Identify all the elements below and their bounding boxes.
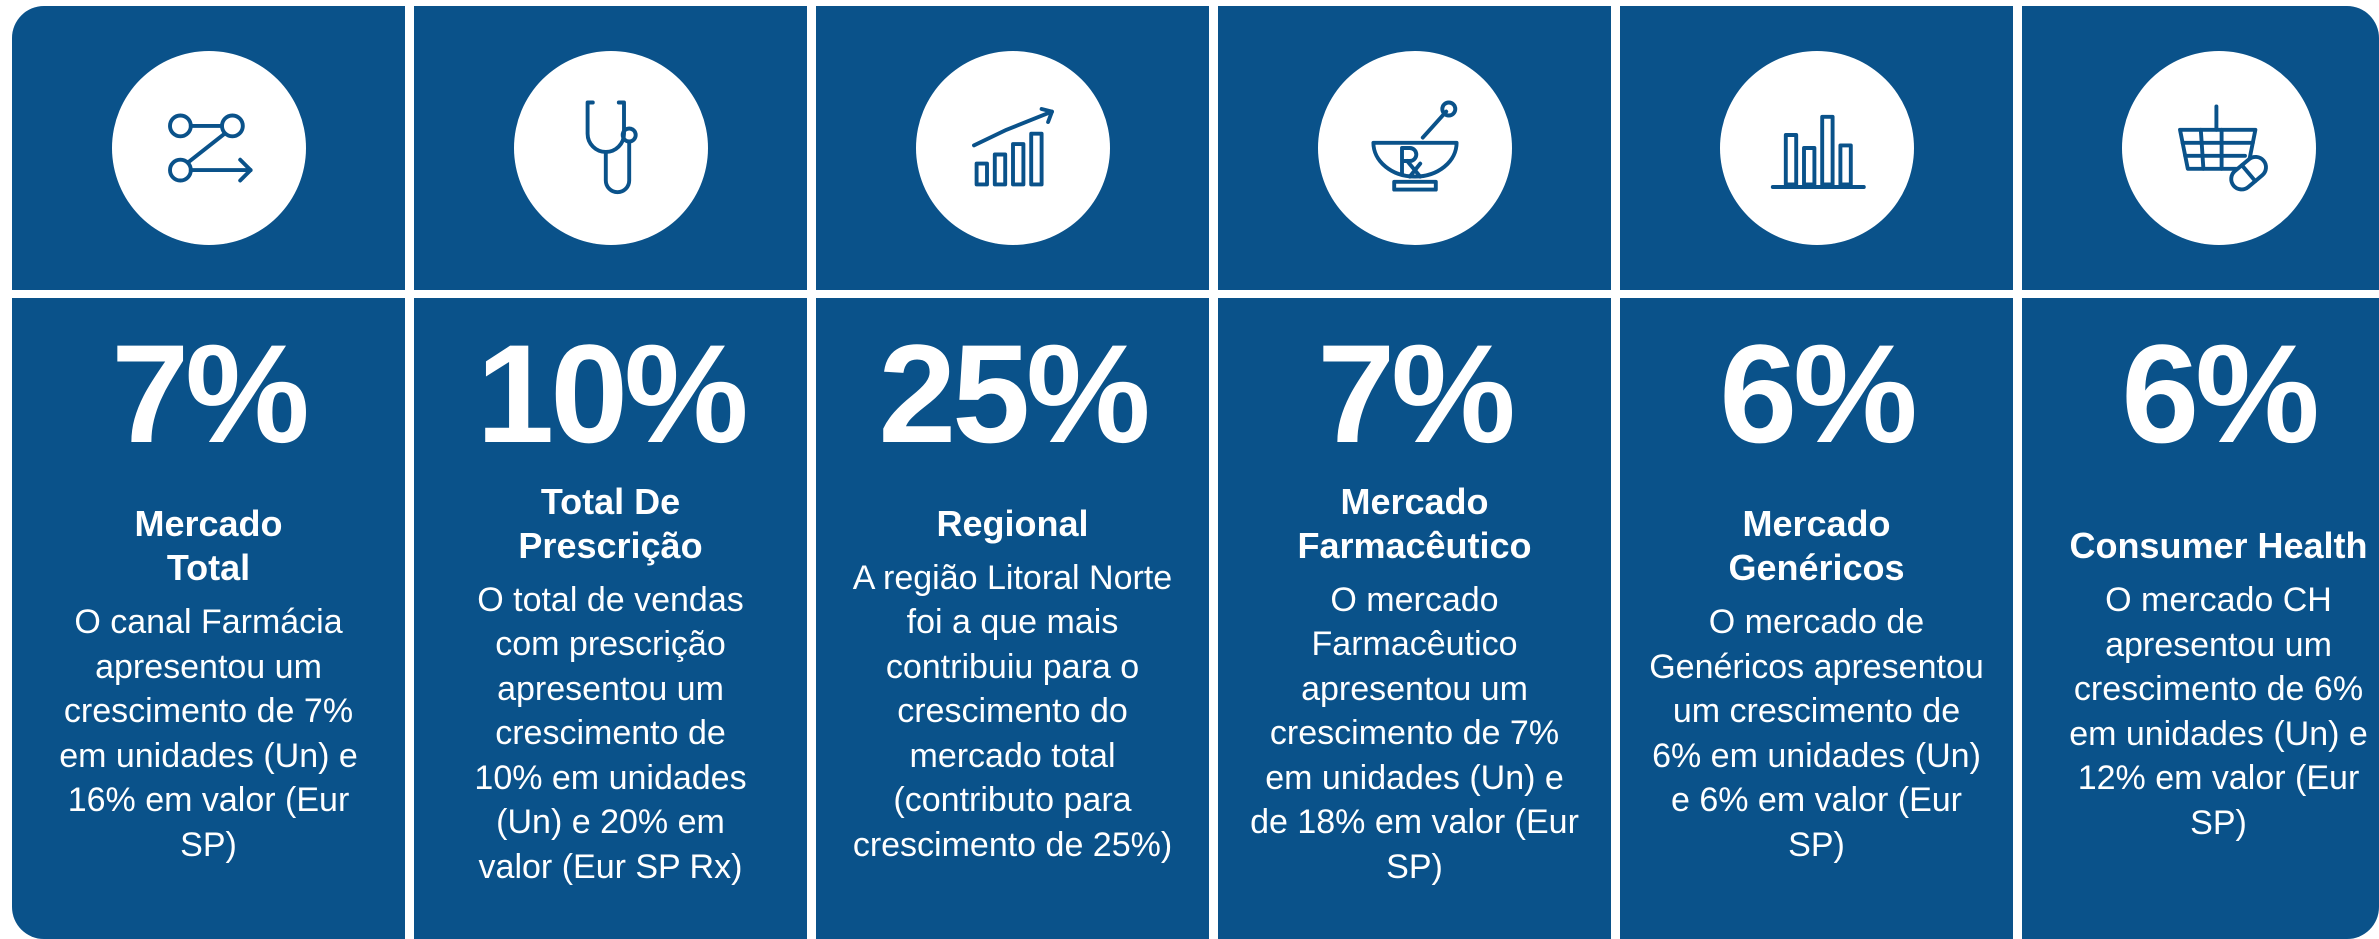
- stat-text: A região Litoral Norte foi a que mais co…: [852, 558, 1173, 864]
- icon: [585, 100, 638, 195]
- stat-value: 25%: [878, 315, 1150, 472]
- stat-title: Consumer Health: [2069, 525, 2368, 566]
- stat-value: 10%: [476, 315, 748, 472]
- icon-cell: [414, 6, 807, 290]
- icon: [167, 113, 253, 183]
- icon-cell: [1218, 6, 1611, 290]
- icon: [2177, 104, 2268, 192]
- stat-body: Consumer Health O mercado CH apresentou u…: [2069, 464, 2368, 939]
- card-grid: 7% Mercado Total O canal Farmácia apresent…: [12, 6, 2379, 939]
- stat-value: 6%: [2121, 315, 2319, 472]
- stat-title: Total De Prescrição: [518, 480, 703, 566]
- icon-cell: [1620, 6, 2013, 290]
- icon-circle: [1719, 51, 1914, 245]
- stat-card: 25% Regional A região Litoral Norte foi a …: [816, 298, 1209, 939]
- stat-text: O mercado Farmacêutico apresentou um cre…: [1250, 580, 1579, 886]
- stat-body: Mercado Genéricos O mercado de Genéricos …: [1649, 464, 1984, 939]
- panel: 7% Mercado Total O canal Farmácia apresent…: [12, 6, 2379, 939]
- stat-title: Mercado Farmacêutico: [1297, 480, 1532, 566]
- icon-circle: [513, 51, 708, 245]
- stat-text: O canal Farmácia apresentou um crescimen…: [59, 603, 358, 864]
- stat-text: O total de vendas com prescrição apresen…: [474, 580, 747, 886]
- stat-value: 7%: [1317, 315, 1515, 472]
- stat-value: 6%: [1719, 315, 1917, 472]
- stat-card: 7% Mercado Total O canal Farmácia apresent…: [12, 298, 405, 939]
- stat-card: 7% Mercado Farmacêutico O mercado Farmacêu…: [1218, 298, 1611, 939]
- icon-cell: [2022, 6, 2379, 290]
- stat-body: Mercado Total O canal Farmácia apresentou…: [59, 464, 358, 939]
- icon-circle: [1317, 51, 1512, 245]
- icon: [971, 107, 1054, 187]
- icon-circle: [915, 51, 1110, 245]
- stat-card: 10% Total De Prescrição O total de vendas …: [414, 298, 807, 939]
- stat-title: Mercado Total: [134, 503, 283, 588]
- stat-body: Total De Prescrição O total de vendas com…: [474, 464, 746, 939]
- icon: [1370, 100, 1459, 192]
- stat-body: Mercado Farmacêutico O mercado Farmacêuti…: [1250, 464, 1579, 939]
- stat-body: Regional A região Litoral Norte foi a que…: [853, 464, 1172, 939]
- icon-cell: [12, 6, 405, 290]
- stat-title: Regional: [936, 502, 1089, 544]
- stat-text: O mercado de Genéricos apresentou um cre…: [1649, 603, 1984, 864]
- icon-cell: [816, 6, 1209, 290]
- icon-circle: [2121, 51, 2316, 245]
- stat-card: 6% Mercado Genéricos O mercado de Genérico…: [1620, 298, 2013, 939]
- stat-text: O mercado CH apresentou um crescimento d…: [2069, 581, 2368, 842]
- icon: [1770, 114, 1866, 189]
- icon-circle: [111, 51, 306, 245]
- stat-value: 7%: [111, 315, 309, 472]
- stat-title: Mercado Genéricos: [1728, 503, 1905, 588]
- stat-card: 6% Consumer Health O mercado CH apresentou…: [2022, 298, 2379, 939]
